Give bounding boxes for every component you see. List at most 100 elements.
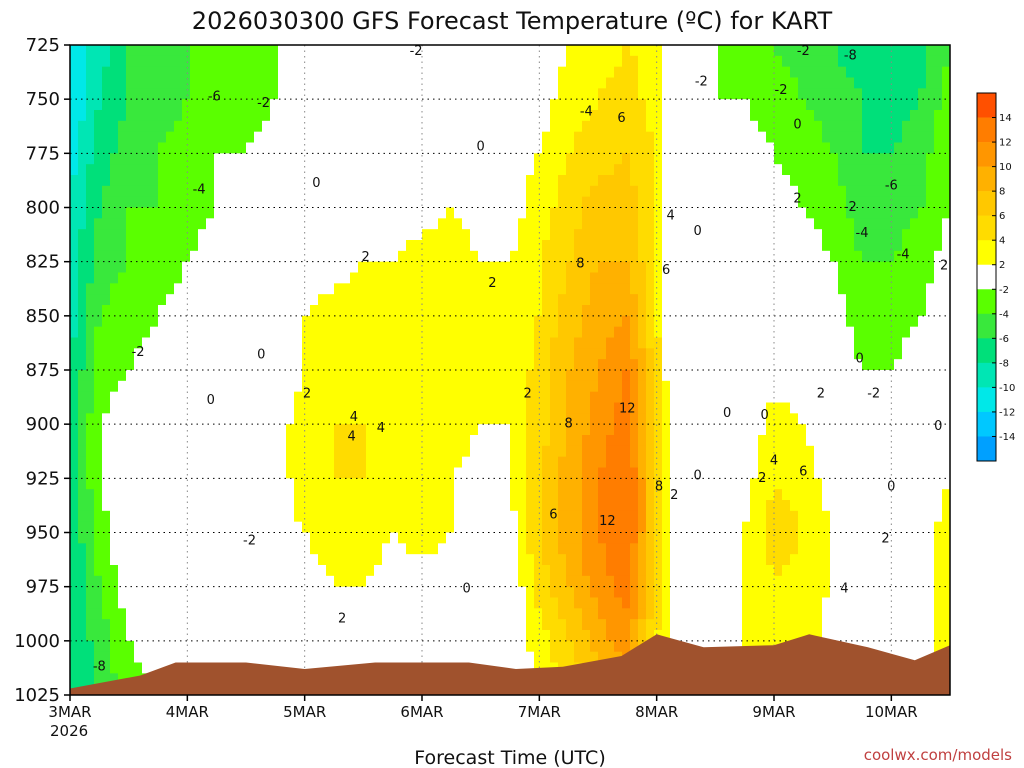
- temperature-cell: [590, 229, 599, 241]
- temperature-cell: [694, 175, 703, 187]
- temperature-cell: [134, 402, 143, 414]
- temperature-cell: [638, 478, 647, 490]
- temperature-cell: [270, 370, 279, 382]
- temperature-cell: [86, 402, 95, 414]
- temperature-cell: [166, 348, 175, 360]
- temperature-cell: [278, 185, 287, 198]
- temperature-cell: [630, 305, 639, 317]
- temperature-cell: [134, 575, 143, 588]
- temperature-cell: [110, 510, 119, 523]
- temperature-cell: [414, 478, 423, 490]
- temperature-cell: [558, 185, 567, 198]
- temperature-cell: [374, 283, 383, 295]
- temperature-cell: [238, 337, 247, 349]
- temperature-cell: [214, 456, 223, 469]
- temperature-cell: [118, 359, 127, 371]
- temperature-cell: [262, 77, 271, 89]
- temperature-cell: [598, 554, 607, 566]
- temperature-cell: [590, 283, 599, 295]
- temperature-cell: [622, 315, 631, 328]
- temperature-cell: [406, 348, 415, 360]
- temperature-cell: [662, 510, 671, 523]
- temperature-cell: [502, 391, 511, 404]
- temperature-cell: [118, 99, 127, 111]
- temperature-cell: [462, 294, 471, 306]
- temperature-cell: [262, 218, 271, 230]
- temperature-cell: [406, 435, 415, 447]
- temperature-cell: [302, 110, 311, 122]
- temperature-cell: [86, 164, 95, 176]
- temperature-cell: [134, 489, 143, 501]
- temperature-cell: [78, 164, 87, 176]
- temperature-cell: [582, 153, 591, 165]
- temperature-cell: [278, 445, 287, 458]
- temperature-cell: [238, 142, 247, 154]
- temperature-cell: [190, 640, 199, 653]
- temperature-cell: [214, 207, 223, 219]
- temperature-cell: [606, 651, 615, 664]
- temperature-cell: [542, 651, 551, 664]
- temperature-cell: [510, 326, 519, 339]
- temperature-cell: [342, 640, 351, 653]
- temperature-cell: [230, 554, 239, 566]
- temperature-cell: [150, 229, 159, 241]
- temperature-cell: [638, 185, 647, 198]
- temperature-cell: [86, 294, 95, 306]
- temperature-cell: [254, 565, 263, 577]
- temperature-cell: [614, 272, 623, 284]
- temperature-cell: [654, 424, 663, 436]
- temperature-cell: [622, 424, 631, 436]
- temperature-cell: [718, 445, 727, 458]
- temperature-cell: [398, 391, 407, 404]
- temperature-cell: [478, 240, 487, 252]
- temperature-cell: [502, 554, 511, 566]
- temperature-cell: [366, 424, 375, 436]
- temperature-cell: [734, 99, 743, 111]
- temperature-cell: [478, 543, 487, 555]
- temperature-cell: [190, 543, 199, 555]
- temperature-cell: [534, 66, 543, 79]
- temperature-cell: [526, 402, 535, 414]
- temperature-cell: [430, 489, 439, 501]
- temperature-cell: [134, 120, 143, 133]
- temperature-cell: [486, 521, 495, 534]
- temperature-cell: [614, 467, 623, 479]
- temperature-cell: [566, 272, 575, 284]
- temperature-cell: [374, 565, 383, 577]
- temperature-cell: [606, 131, 615, 144]
- temperature-cell: [246, 294, 255, 306]
- temperature-cell: [686, 294, 695, 306]
- temperature-cell: [446, 207, 455, 219]
- temperature-cell: [230, 164, 239, 176]
- temperature-cell: [430, 131, 439, 144]
- temperature-cell: [686, 283, 695, 295]
- temperature-cell: [110, 586, 119, 599]
- temperature-cell: [558, 77, 567, 89]
- temperature-cell: [710, 131, 719, 144]
- temperature-cell: [206, 467, 215, 479]
- temperature-cell: [494, 315, 503, 328]
- temperature-cell: [566, 99, 575, 111]
- temperature-cell: [422, 153, 431, 165]
- temperature-cell: [294, 608, 303, 620]
- temperature-cell: [438, 651, 447, 664]
- temperature-cell: [214, 110, 223, 122]
- temperature-cell: [702, 229, 711, 241]
- temperature-cell: [726, 153, 735, 165]
- temperature-cell: [678, 554, 687, 566]
- temperature-cell: [198, 619, 207, 631]
- temperature-cell: [174, 380, 183, 393]
- temperature-cell: [678, 326, 687, 339]
- temperature-cell: [326, 380, 335, 393]
- temperature-cell: [678, 575, 687, 588]
- temperature-cell: [630, 640, 639, 653]
- temperature-cell: [622, 380, 631, 393]
- temperature-cell: [110, 110, 119, 122]
- temperature-cell: [486, 305, 495, 317]
- temperature-cell: [142, 240, 151, 252]
- temperature-cell: [326, 586, 335, 599]
- temperature-cell: [438, 391, 447, 404]
- temperature-cell: [686, 55, 695, 68]
- temperature-cell: [206, 554, 215, 566]
- temperature-cell: [726, 391, 735, 404]
